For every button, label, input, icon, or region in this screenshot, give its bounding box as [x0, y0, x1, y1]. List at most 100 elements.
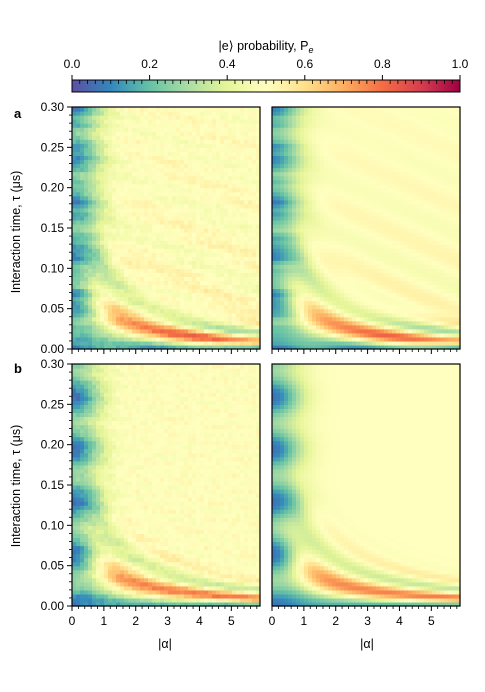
heatmap-cell: [368, 272, 373, 277]
heatmap-cell: [100, 240, 105, 245]
heatmap-cell: [388, 296, 393, 302]
heatmap-cell: [244, 312, 249, 318]
heatmap-cell: [80, 179, 85, 185]
heatmap-cell: [216, 276, 221, 282]
heatmap-cell: [228, 320, 233, 326]
heatmap-cell: [244, 300, 249, 306]
heatmap-cell: [72, 312, 77, 318]
heatmap-cell: [284, 304, 289, 310]
heatmap-cell: [116, 191, 121, 197]
heatmap-cell: [120, 240, 125, 245]
heatmap-cell: [380, 232, 385, 237]
heatmap-cell: [160, 244, 165, 249]
heatmap-cell: [204, 284, 209, 290]
heatmap-cell: [344, 139, 349, 144]
heatmap-cell: [168, 252, 173, 257]
heatmap-cell: [116, 340, 121, 346]
heatmap-cell: [120, 256, 125, 261]
heatmap-cell: [284, 276, 289, 282]
heatmap-cell: [280, 211, 285, 217]
heatmap-cell: [396, 179, 401, 185]
heatmap-cell: [320, 119, 325, 124]
heatmap-cell: [184, 223, 189, 229]
heatmap-cell: [340, 151, 345, 156]
heatmap-cell: [344, 276, 349, 282]
heatmap-cell: [396, 135, 401, 140]
heatmap-cell: [224, 252, 229, 257]
heatmap-cell: [344, 183, 349, 189]
heatmap-cell: [320, 312, 325, 318]
heatmap-cell: [364, 312, 369, 318]
heatmap-cell: [380, 276, 385, 282]
heatmap-cell: [116, 107, 121, 112]
heatmap-cell: [204, 256, 209, 261]
heatmap-cell: [288, 207, 293, 213]
heatmap-cell: [348, 207, 353, 213]
heatmap-cell: [340, 300, 345, 306]
heatmap-cell: [356, 324, 361, 330]
heatmap-cell: [100, 236, 105, 241]
heatmap-cell: [352, 312, 357, 318]
heatmap-cell: [312, 292, 317, 298]
heatmap-cell: [404, 119, 409, 124]
heatmap-cell: [272, 240, 277, 245]
heatmap-cell: [296, 135, 301, 140]
heatmap-cell: [84, 344, 89, 350]
heatmap-cell: [156, 256, 161, 261]
heatmap-cell: [372, 320, 377, 326]
heatmap-cell: [232, 296, 237, 302]
heatmap-cell: [168, 171, 173, 177]
heatmap-cell: [356, 336, 361, 342]
heatmap-cell: [196, 139, 201, 144]
heatmap-cell: [352, 207, 357, 213]
heatmap-cell: [80, 207, 85, 213]
heatmap-cell: [224, 336, 229, 342]
heatmap-cell: [160, 223, 165, 229]
heatmap-cell: [120, 135, 125, 140]
heatmap-cell: [248, 300, 253, 306]
heatmap-cell: [384, 167, 389, 173]
heatmap-cell: [140, 147, 145, 152]
heatmap-cell: [404, 252, 409, 257]
heatmap-cell: [248, 244, 253, 249]
heatmap-cell: [348, 167, 353, 173]
heatmap-cell: [104, 336, 109, 342]
heatmap-cell: [164, 179, 169, 185]
heatmap-cell: [320, 260, 325, 265]
heatmap-cell: [164, 135, 169, 140]
heatmap-cell: [332, 292, 337, 298]
heatmap-cell: [104, 304, 109, 310]
heatmap-cell: [408, 336, 413, 342]
heatmap-cell: [144, 155, 149, 161]
heatmap-cell: [308, 143, 313, 148]
heatmap-cell: [304, 276, 309, 282]
heatmap-cell: [340, 284, 345, 290]
heatmap-cell: [360, 167, 365, 173]
heatmap-cell: [392, 300, 397, 306]
heatmap-cell: [220, 252, 225, 257]
heatmap-cell: [336, 272, 341, 277]
heatmap-cell: [276, 264, 281, 269]
heatmap-cell: [304, 183, 309, 189]
heatmap-cell: [392, 260, 397, 265]
heatmap-cell: [404, 187, 409, 193]
heatmap-cell: [80, 260, 85, 265]
heatmap-cell: [356, 167, 361, 173]
heatmap-cell: [164, 123, 169, 128]
heatmap-cell: [392, 268, 397, 273]
heatmap-cell: [132, 171, 137, 177]
heatmap-cell: [280, 151, 285, 156]
heatmap-cell: [352, 320, 357, 326]
heatmap-cell: [168, 127, 173, 132]
heatmap-cell: [336, 308, 341, 314]
heatmap-cell: [316, 252, 321, 257]
heatmap-cell: [304, 228, 309, 233]
heatmap-cell: [280, 268, 285, 273]
heatmap-cell: [380, 268, 385, 273]
heatmap-cell: [244, 336, 249, 342]
heatmap-cell: [140, 111, 145, 116]
heatmap-cell: [200, 151, 205, 156]
heatmap-cell: [124, 236, 129, 241]
heatmap-cell: [84, 107, 89, 112]
heatmap-cell: [112, 264, 117, 269]
